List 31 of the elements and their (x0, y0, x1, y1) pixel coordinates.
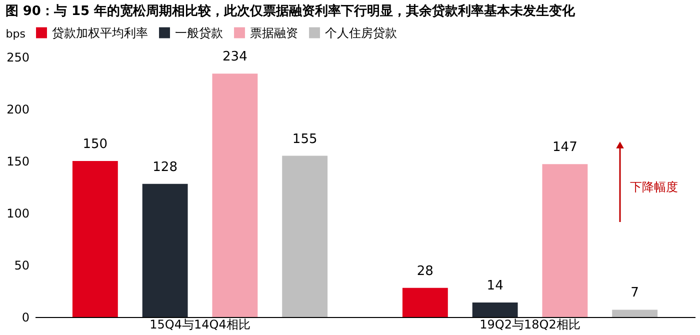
data-label: 7 (630, 286, 639, 301)
y-tick-label: 0 (22, 310, 30, 324)
legend-label: 一般贷款 (175, 26, 223, 40)
data-label: 155 (292, 132, 318, 147)
y-tick-label: 150 (6, 154, 30, 168)
annotation: 下降幅度 (630, 180, 678, 194)
data-label: 234 (222, 50, 248, 65)
y-tick-label: 200 (6, 102, 30, 116)
legend-label: 个人住房贷款 (325, 26, 397, 40)
bar (402, 288, 448, 317)
chart-title: 图 90：与 15 年的宽松周期相比较，此次仅票据融资利率下行明显，其余贷款利率基本未发生变化 (5, 3, 576, 19)
bar (142, 184, 188, 317)
x-tick-label: 19Q2与18Q2相比 (480, 318, 580, 332)
legend-label: 票据融资 (250, 26, 298, 40)
y-axis-title: bps (6, 28, 26, 40)
y-tick-label: 100 (6, 206, 30, 220)
data-label: 150 (82, 137, 108, 152)
bar (472, 302, 518, 317)
bar (612, 310, 658, 317)
data-label: 14 (486, 278, 504, 294)
legend-label: 贷款加权平均利率 (52, 26, 148, 40)
bar (212, 74, 258, 317)
y-tick-label: 250 (6, 50, 30, 64)
y-tick-label: 50 (14, 258, 30, 272)
data-label: 147 (552, 140, 578, 156)
bar (542, 164, 588, 317)
data-label: 128 (152, 160, 178, 175)
x-tick-label: 15Q4与14Q4相比 (150, 318, 250, 332)
bar (282, 156, 328, 317)
bar (72, 161, 118, 317)
data-label: 28 (416, 264, 434, 279)
